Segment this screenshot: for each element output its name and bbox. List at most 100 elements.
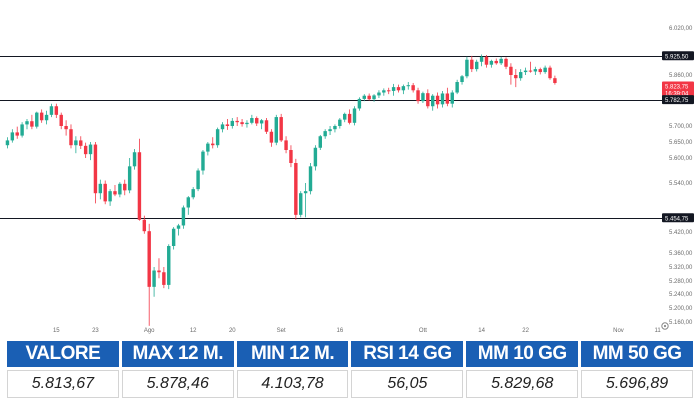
candle-body <box>88 144 93 155</box>
candle <box>206 142 210 156</box>
candle <box>137 138 142 221</box>
candle <box>357 97 362 111</box>
candle-body <box>74 140 78 146</box>
y-tick-label: 5.320,00 <box>669 265 693 271</box>
candle <box>98 179 103 200</box>
candle-body <box>406 85 410 87</box>
x-tick-label: 12 <box>190 328 197 334</box>
candle <box>181 205 186 229</box>
candle-body <box>79 140 83 146</box>
candle <box>338 118 342 129</box>
candle <box>264 118 269 134</box>
level-tag-mid: 5.782,75 <box>662 95 694 105</box>
candle-body <box>49 106 54 115</box>
candle-body <box>445 93 450 104</box>
candle <box>93 142 98 204</box>
candle <box>401 84 406 95</box>
header-mm-50gg: MM 50 GG <box>581 341 693 367</box>
candle <box>215 127 220 148</box>
candle-body <box>147 231 151 287</box>
candle <box>123 179 127 196</box>
candle <box>191 187 195 200</box>
candle <box>514 69 518 88</box>
candle <box>235 117 239 126</box>
candle-body <box>132 152 137 167</box>
candle-body <box>196 170 200 190</box>
header-min-12m: MIN 12 M. <box>236 341 349 367</box>
candle-body <box>435 95 440 105</box>
settings-icon[interactable] <box>661 322 669 330</box>
candles <box>5 54 557 326</box>
candle-body <box>299 193 303 215</box>
candle <box>230 118 235 129</box>
y-tick-label: 5.160,00 <box>669 320 693 326</box>
candle <box>88 142 93 161</box>
y-tick-label: 5.860,00 <box>669 73 693 79</box>
candle-body <box>225 124 230 126</box>
candle-body <box>362 95 366 99</box>
candle-body <box>118 183 122 195</box>
candle-body <box>518 72 523 79</box>
candle-body <box>318 136 322 148</box>
header-valore: VALORE <box>7 341 119 367</box>
candle-body <box>430 95 435 107</box>
candle <box>523 67 528 75</box>
candle-body <box>426 93 430 107</box>
candle <box>416 87 420 104</box>
candle <box>35 111 39 129</box>
candle-body <box>108 191 112 202</box>
candle-body <box>220 124 225 130</box>
candle-body <box>440 93 445 105</box>
level-tag-low-text: 5.454,75 <box>665 216 689 222</box>
candle-body <box>69 129 73 146</box>
candle-body <box>465 59 469 77</box>
candle-body <box>396 87 401 91</box>
candle-body <box>201 151 205 171</box>
candle <box>303 183 308 218</box>
header-mm-10gg: MM 10 GG <box>466 341 579 367</box>
candle <box>118 182 122 198</box>
candle <box>79 136 83 150</box>
candle <box>201 150 205 175</box>
level-tag-high-text: 5.925,50 <box>665 54 689 60</box>
candle-body <box>367 95 371 100</box>
candle-body <box>98 183 103 194</box>
stats-table: VALORE MAX 12 M. MIN 12 M. RSI 14 GG MM … <box>4 338 696 401</box>
candle <box>308 163 313 195</box>
candle-body <box>59 114 63 126</box>
candle <box>240 118 244 127</box>
candle <box>377 90 381 98</box>
candle-body <box>499 58 503 64</box>
x-tick-label: 16 <box>336 328 343 334</box>
candle <box>162 267 166 289</box>
candle-body <box>54 106 59 115</box>
candle-body <box>470 59 474 70</box>
candle-body <box>137 152 142 220</box>
candle-body <box>103 183 107 202</box>
candle-body <box>533 69 538 72</box>
candle <box>440 90 445 108</box>
candle-body <box>548 67 552 79</box>
candle <box>387 87 391 95</box>
level-tag-low: 5.454,75 <box>662 213 694 223</box>
x-tick-label: 23 <box>92 328 99 334</box>
candle-body <box>215 129 220 146</box>
candle-body <box>127 166 132 191</box>
candle-body <box>269 131 274 143</box>
candle-body <box>479 56 484 62</box>
candle-body <box>245 122 249 125</box>
candle <box>328 126 332 135</box>
level-tag-low-bg <box>662 213 694 223</box>
candle-body <box>357 98 362 109</box>
x-tick-label: 20 <box>229 328 236 334</box>
value-min-12m: 4.103,78 <box>236 370 349 398</box>
x-tick-label: Set <box>277 328 286 334</box>
candle-body <box>181 207 186 226</box>
candle-body <box>489 60 494 65</box>
candle-body <box>553 78 557 83</box>
candle-body <box>162 272 166 285</box>
candle <box>132 149 137 170</box>
candle-body <box>93 144 98 194</box>
x-axis: 15 23 Ago 12 20 Set 16 Ott 14 22 Nov 11 <box>53 328 661 334</box>
value-mm-10gg: 5.829,68 <box>466 370 579 398</box>
